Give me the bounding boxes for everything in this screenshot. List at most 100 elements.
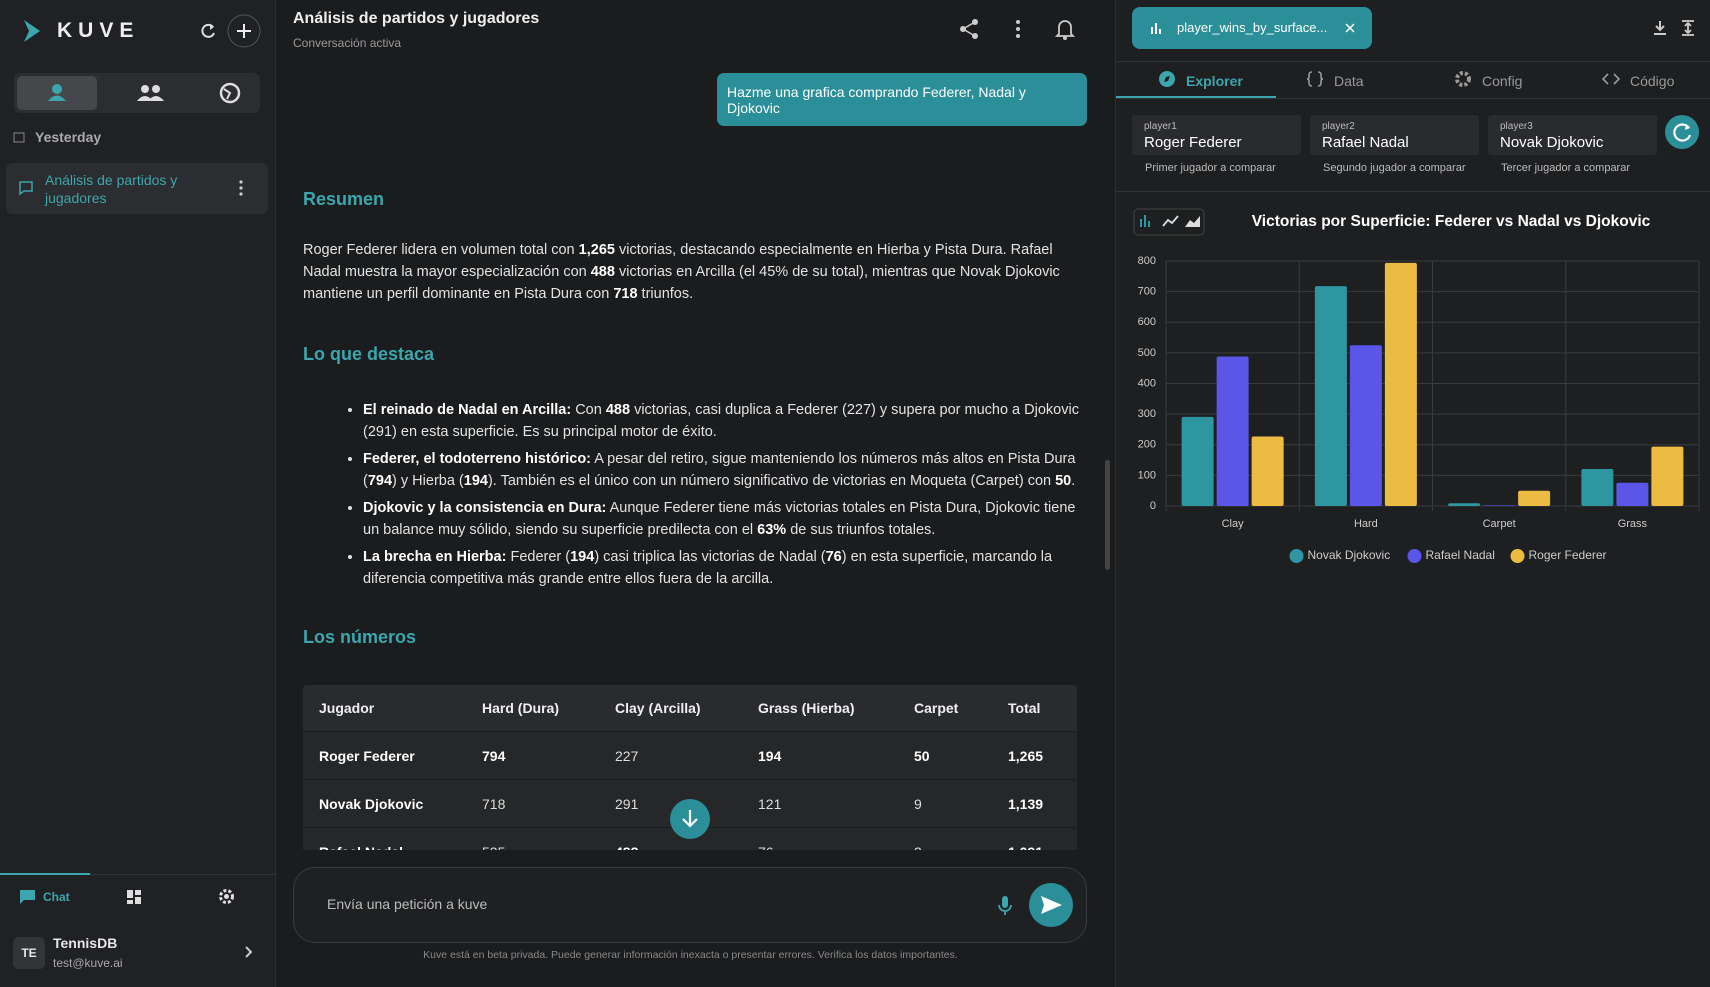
cell: 488 [599, 827, 742, 850]
cell: 121 [742, 779, 898, 828]
divider [1116, 98, 1710, 99]
panel-tab[interactable]: Explorer [1116, 62, 1276, 98]
panel-tab[interactable]: Código [1560, 62, 1710, 98]
user-menu[interactable] [244, 945, 254, 959]
run-button[interactable] [1664, 114, 1700, 150]
cell-text: 2 [914, 844, 922, 850]
tab-icon [1306, 71, 1324, 87]
conversation-heading: Análisis de partidos y jugadores [293, 10, 540, 27]
bar [1448, 503, 1481, 506]
mic-button[interactable] [998, 895, 1012, 917]
notifications-button[interactable] [1055, 18, 1075, 40]
cell: 1,265 [992, 731, 1077, 780]
more-button[interactable] [1015, 19, 1021, 39]
messages: Hazme una grafica comprando Federer, Nad… [276, 60, 1105, 850]
panel-tab[interactable]: Config [1412, 62, 1572, 98]
composer[interactable]: Envía una petición a kuve [293, 867, 1087, 943]
tab-label: Explorer [1186, 73, 1243, 89]
bold-text: 76 [825, 549, 842, 565]
bar [1384, 262, 1417, 506]
text: victorias, destacando especialmente en H… [303, 242, 1053, 280]
parameter-help: Primer jugador a comparar [1145, 162, 1276, 174]
y-tick-label: 0 [1150, 500, 1156, 512]
expand-button[interactable] [1681, 20, 1695, 36]
bar [1651, 446, 1684, 506]
cell: Roger Federer [303, 731, 466, 780]
area-type-icon[interactable] [1185, 216, 1200, 227]
column-header: Jugador [303, 684, 466, 732]
bold-text: 63% [757, 522, 787, 538]
download-button[interactable] [1653, 20, 1667, 36]
text: de sus triunfos totales. [786, 522, 936, 538]
chart-type-switch[interactable] [1133, 208, 1205, 236]
y-tick-label: 400 [1138, 377, 1156, 389]
scope-tabs [14, 73, 260, 113]
user-message: Hazme una grafica comprando Federer, Nad… [717, 73, 1087, 126]
cell: 194 [742, 731, 898, 780]
text: ) casi triplica las victorias de Nadal ( [594, 549, 826, 565]
avatar: TE [13, 937, 45, 969]
row: Novak Djokovic 718 291 121 9 1,139 [303, 779, 1077, 828]
chart: Victorias por Superficie: Federer vs Nad… [1133, 208, 1700, 563]
send-button[interactable] [1029, 883, 1073, 927]
active-indicator [0, 873, 90, 875]
legend-entry: Rafael Nadal [1426, 548, 1495, 562]
column-header: Clay (Arcilla) [599, 684, 742, 732]
bar [1616, 482, 1649, 506]
parameter-input[interactable]: player3 Novak Djokovic [1488, 115, 1657, 155]
parameter-input[interactable]: player1 Roger Federer [1132, 115, 1301, 155]
active-underline [1116, 96, 1276, 98]
new-chat-button[interactable] [226, 13, 262, 49]
cell-text: 718 [482, 795, 506, 812]
refresh-button[interactable] [198, 21, 218, 41]
parameter-label: player3 [1500, 121, 1533, 132]
bold-text: Djokovic y la consistencia en Dura: [363, 500, 607, 516]
conversation-status: Conversación activa [293, 36, 402, 50]
bar-type-icon[interactable] [1140, 215, 1150, 227]
bar [1349, 345, 1382, 506]
sidebar: KUVE Yesterday Análisis de partidos y ju… [0, 0, 276, 987]
x-tick-label: Carpet [1483, 518, 1516, 530]
cell-text: 291 [615, 795, 639, 812]
nav-chat[interactable]: Chat [43, 890, 70, 904]
close-tab[interactable] [1345, 23, 1355, 33]
parameter-input[interactable]: player2 Rafael Nadal [1310, 115, 1479, 155]
text: Con [571, 402, 606, 418]
parameter-help: Tercer jugador a comparar [1501, 162, 1631, 174]
tab-label: Código [1630, 73, 1675, 89]
bold-text: 488 [590, 264, 615, 280]
panel-tab[interactable]: Data [1264, 62, 1424, 98]
text: ). También es el único con un número sig… [487, 473, 1056, 489]
nav-dashboards[interactable] [126, 889, 142, 905]
row: Roger Federer 794 227 194 50 1,265 [303, 731, 1077, 780]
tab-icon [1602, 73, 1621, 85]
parameter-value: Rafael Nadal [1322, 134, 1409, 151]
nav-settings[interactable] [218, 888, 235, 905]
divider [1116, 191, 1710, 192]
cell: Novak Djokovic [303, 779, 466, 828]
tab-public[interactable] [190, 76, 270, 110]
highlight: Federer, el todoterreno histórico: A pes… [363, 448, 1093, 492]
share-button[interactable] [958, 18, 980, 40]
tab-icon [1159, 71, 1175, 87]
text: A pesar del retiro, sigue manteniendo lo… [363, 451, 1076, 489]
tab-personal[interactable] [17, 76, 97, 110]
cell-text: Rafael Nadal [319, 844, 403, 850]
summary: Roger Federer lidera en volumen total co… [303, 239, 1093, 305]
divider [1116, 61, 1710, 62]
bar [1314, 286, 1347, 506]
line-type-icon[interactable] [1162, 215, 1179, 227]
conversation-item[interactable]: Análisis de partidos y jugadores [6, 163, 268, 214]
highlights: El reinado de Nadal en Arcilla: Con 488 … [303, 399, 1093, 595]
x-tick-label: Clay [1222, 518, 1245, 530]
user-name: TennisDB [53, 935, 118, 951]
artifact-tab[interactable]: player_wins_by_surface... [1132, 7, 1372, 49]
chat-icon [20, 890, 35, 904]
y-tick-label: 500 [1138, 347, 1156, 359]
artifact-panel: player_wins_by_surface... Explorer Data Co… [1115, 0, 1710, 987]
tab-team[interactable] [110, 76, 190, 110]
stats-table: Jugador Hard (Dura) Clay (Arcilla) Grass (H… [303, 684, 1077, 850]
scroll-down-button[interactable] [669, 798, 711, 840]
panel-tabs: Explorer Data Config Código [1116, 62, 1710, 98]
